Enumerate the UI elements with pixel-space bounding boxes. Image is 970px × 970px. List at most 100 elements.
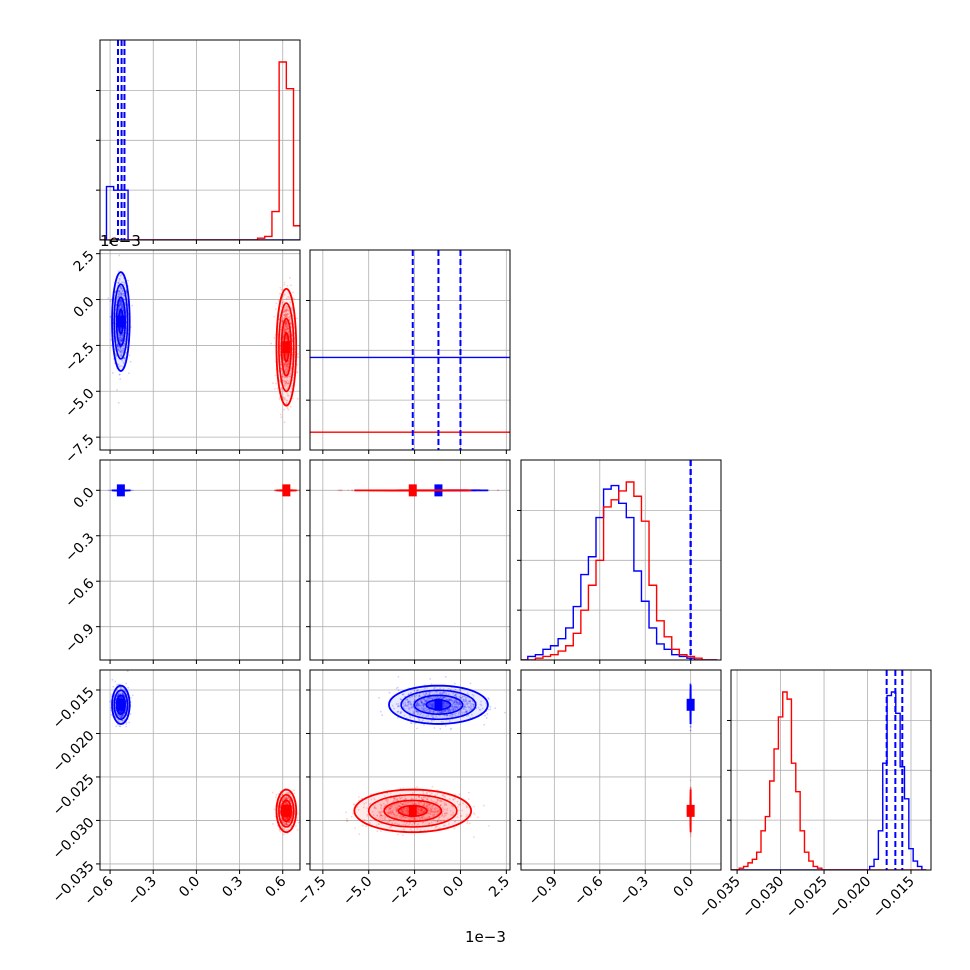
sample-point <box>119 288 122 290</box>
sample-point <box>285 323 288 326</box>
sample-point <box>287 363 290 366</box>
sample-point <box>285 368 288 370</box>
sample-point <box>107 297 110 300</box>
sample-point <box>116 343 119 346</box>
sample-point <box>286 364 289 366</box>
sample-point <box>284 397 286 399</box>
panel-content <box>100 40 300 240</box>
sample-point <box>286 363 289 366</box>
sample-point <box>287 359 290 362</box>
sample-point <box>286 362 289 365</box>
sample-point <box>284 366 287 368</box>
sample-point <box>119 304 121 307</box>
sample-point <box>285 353 287 355</box>
sample-point <box>273 336 276 339</box>
sample-point <box>118 302 121 305</box>
sample-point <box>286 376 289 378</box>
sample-point <box>280 326 283 329</box>
sample-point <box>123 294 126 297</box>
sample-point <box>118 349 120 352</box>
sample-point <box>118 277 121 280</box>
sample-point <box>284 337 287 340</box>
sample-point <box>347 489 350 492</box>
sample-point <box>118 291 121 294</box>
sample-point <box>117 347 119 350</box>
sample-point <box>120 336 123 338</box>
sample-point <box>117 348 119 351</box>
sample-point <box>120 338 122 340</box>
sample-point <box>286 323 289 326</box>
sample-point <box>282 335 285 337</box>
sample-point <box>284 324 287 327</box>
sample-point <box>285 305 288 307</box>
sample-point <box>118 349 121 352</box>
sample-point <box>285 364 288 367</box>
blue-peak <box>116 315 125 328</box>
sample-point <box>270 342 273 345</box>
sample-point <box>121 334 124 337</box>
sample-point <box>115 301 118 304</box>
sample-point <box>285 316 288 319</box>
sample-point <box>284 324 287 326</box>
sample-point <box>284 311 287 314</box>
sample-point <box>285 365 288 368</box>
sample-point <box>110 298 113 301</box>
sample-point <box>118 294 120 297</box>
sample-point <box>288 312 291 315</box>
sample-point <box>119 348 122 351</box>
sample-point <box>119 337 122 340</box>
sample-point <box>121 335 124 338</box>
sample-point <box>121 304 123 307</box>
sample-point <box>122 293 125 295</box>
sample-point <box>120 301 123 304</box>
sample-point <box>119 289 122 292</box>
sample-point <box>119 285 122 288</box>
sample-point <box>278 380 281 382</box>
sample-point <box>118 304 121 307</box>
sample-point <box>287 360 290 362</box>
sample-point <box>282 333 285 336</box>
sample-point <box>287 309 290 311</box>
sample-point <box>288 297 291 299</box>
sample-point <box>119 303 122 305</box>
sample-point <box>289 375 291 378</box>
sample-point <box>284 310 286 313</box>
sample-point <box>123 298 126 301</box>
sample-point <box>282 359 285 361</box>
sample-point <box>284 324 287 327</box>
sample-point <box>123 357 126 360</box>
sample-point <box>283 397 285 400</box>
sample-point <box>120 305 123 308</box>
sample-point <box>289 372 292 375</box>
sample-point <box>295 317 298 320</box>
sample-point <box>283 311 285 314</box>
sample-point <box>120 306 123 309</box>
sample-point <box>287 327 290 330</box>
sample-point <box>284 381 287 383</box>
sample-point <box>288 331 290 333</box>
sample-point <box>129 489 132 492</box>
sample-point <box>287 362 290 364</box>
sample-point <box>120 337 123 340</box>
sample-point <box>118 293 120 296</box>
sample-point <box>121 293 124 296</box>
sample-point <box>122 281 124 284</box>
sample-point <box>284 369 286 372</box>
sample-point <box>120 327 122 330</box>
sample-point <box>285 371 288 373</box>
sample-point <box>291 334 294 337</box>
sample-point <box>119 328 122 331</box>
sample-point <box>116 296 119 299</box>
sample-point <box>283 363 285 366</box>
sample-point <box>286 313 288 316</box>
sample-point <box>280 388 283 391</box>
blue-histogram <box>100 185 300 240</box>
sample-point <box>284 321 287 324</box>
sample-point <box>290 325 293 327</box>
sample-point <box>284 320 287 323</box>
sample-point <box>286 366 289 368</box>
sample-point <box>476 489 479 492</box>
sample-point <box>286 368 288 371</box>
sample-point <box>123 357 125 360</box>
sample-point <box>283 331 286 334</box>
